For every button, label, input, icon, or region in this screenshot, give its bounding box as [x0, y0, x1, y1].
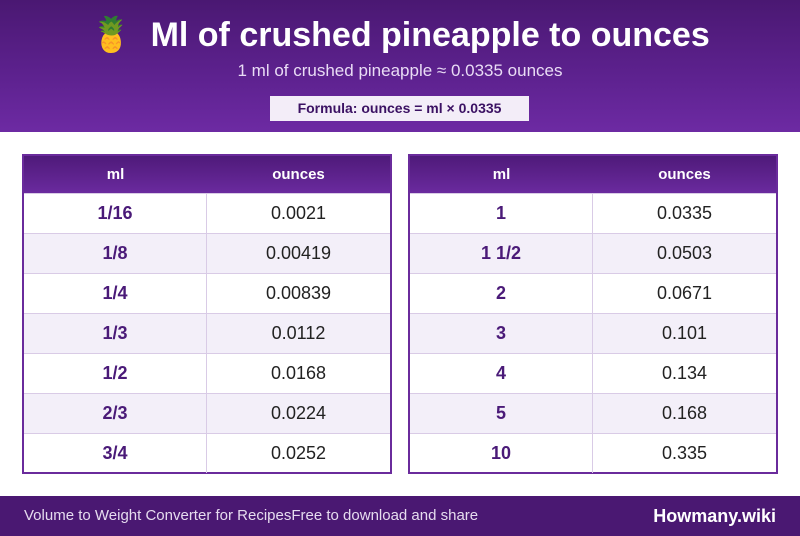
ml-cell: 2/3 — [24, 394, 207, 433]
table-row: 5 0.168 — [410, 393, 776, 433]
ounces-cell: 0.0503 — [656, 243, 713, 263]
ounces-cell: 0.168 — [661, 403, 708, 423]
table-row: 1/4 0.00839 — [24, 273, 390, 313]
ounces-cell: 0.0335 — [656, 203, 713, 223]
brand-logo-text[interactable]: Howmany.wiki — [653, 506, 776, 526]
ml-cell: 1/2 — [24, 354, 207, 393]
ml-cell: 1/4 — [24, 274, 207, 313]
ml-cell: 2 — [410, 274, 593, 313]
table-row: 2 0.0671 — [410, 273, 776, 313]
header-banner: 🍍 Ml of crushed pineapple to ounces 1 ml… — [0, 0, 800, 132]
table-row: 1/2 0.0168 — [24, 353, 390, 393]
column-header-ml: ml — [492, 166, 511, 183]
ml-cell: 3/4 — [24, 434, 207, 473]
table-row: 1/3 0.0112 — [24, 313, 390, 353]
ml-cell: 1 — [410, 194, 593, 233]
ounces-cell: 0.134 — [661, 363, 708, 383]
table-row: 3/4 0.0252 — [24, 433, 390, 473]
footer-converter-text: Volume to Weight Converter for Recipes — [24, 507, 292, 524]
ml-cell: 3 — [410, 314, 593, 353]
table-row: 1/8 0.00419 — [24, 233, 390, 273]
ml-cell: 4 — [410, 354, 593, 393]
footer-text: Volume to Weight Converter for RecipesFr… — [24, 496, 478, 536]
table-row: 1 1/2 0.0503 — [410, 233, 776, 273]
ounces-cell: 0.0252 — [270, 443, 327, 463]
ounces-cell: 0.0168 — [270, 363, 327, 383]
table-row: 1 0.0335 — [410, 193, 776, 233]
ml-cell: 1/8 — [24, 234, 207, 273]
table-row: 4 0.134 — [410, 353, 776, 393]
page-subtitle: 1 ml of crushed pineapple ≈ 0.0335 ounce… — [237, 61, 563, 80]
table-header: ml ounces — [410, 156, 776, 193]
ml-cell: 1/3 — [24, 314, 207, 353]
ml-cell: 1/16 — [24, 194, 207, 233]
table-row: 10 0.335 — [410, 433, 776, 473]
page-title: Ml of crushed pineapple to ounces — [150, 16, 710, 54]
footer-bar: Volume to Weight Converter for RecipesFr… — [0, 496, 800, 536]
ounces-cell: 0.101 — [661, 323, 708, 343]
ml-cell: 1 1/2 — [410, 234, 593, 273]
ml-cell: 5 — [410, 394, 593, 433]
ounces-cell: 0.0671 — [656, 283, 713, 303]
ounces-cell: 0.0112 — [271, 323, 326, 343]
conversion-table-right: ml ounces 1 0.0335 1 1/2 0.0503 2 0.0671… — [408, 154, 778, 474]
ml-cell: 10 — [410, 434, 593, 473]
conversion-table-left: ml ounces 1/16 0.0021 1/8 0.00419 1/4 0.… — [22, 154, 392, 474]
table-row: 3 0.101 — [410, 313, 776, 353]
ounces-cell: 0.00839 — [265, 283, 332, 303]
title-row: 🍍 Ml of crushed pineapple to ounces — [0, 12, 800, 58]
table-row: 2/3 0.0224 — [24, 393, 390, 433]
column-header-ml: ml — [106, 166, 125, 183]
table-header: ml ounces — [24, 156, 390, 193]
ounces-cell: 0.0224 — [270, 403, 327, 423]
pineapple-icon: 🍍 — [90, 15, 133, 55]
formula-badge: Formula: ounces = ml × 0.0335 — [270, 96, 529, 121]
ounces-cell: 0.00419 — [265, 243, 332, 263]
ounces-cell: 0.335 — [661, 443, 708, 463]
column-header-ounces: ounces — [658, 166, 711, 183]
footer-share-text: Free to download and share — [291, 507, 479, 524]
ounces-cell: 0.0021 — [270, 203, 327, 223]
column-header-ounces: ounces — [272, 166, 325, 183]
table-row: 1/16 0.0021 — [24, 193, 390, 233]
